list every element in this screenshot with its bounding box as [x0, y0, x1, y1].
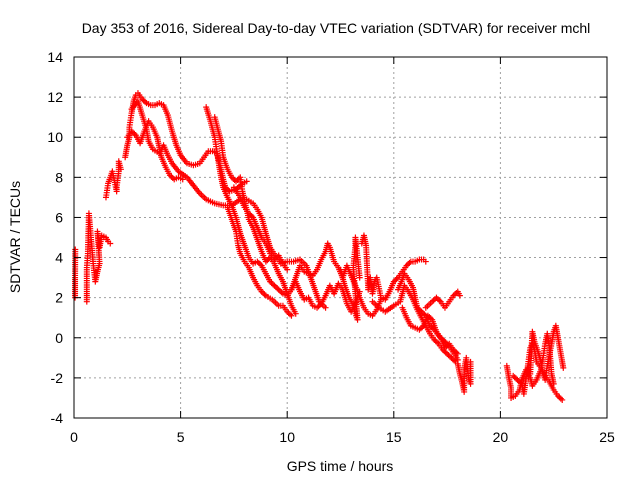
y-tick-label: -4	[51, 410, 64, 426]
data-points	[72, 90, 567, 403]
data-point	[467, 358, 474, 365]
data-point	[356, 274, 363, 281]
data-point	[454, 350, 461, 357]
data-point	[559, 396, 566, 403]
y-tick-label: 14	[47, 49, 63, 65]
data-point	[72, 246, 79, 253]
x-tick-label: 0	[70, 429, 78, 445]
data-point	[560, 364, 567, 371]
data-point	[422, 258, 429, 265]
data-point	[107, 240, 114, 247]
axes	[73, 56, 608, 419]
x-tick-label: 5	[177, 429, 185, 445]
y-tick-label: -2	[51, 370, 64, 386]
x-tick-label: 10	[279, 429, 295, 445]
data-point	[243, 178, 250, 185]
y-tick-label: 6	[55, 209, 63, 225]
x-tick-label: 15	[386, 429, 402, 445]
data-point	[292, 310, 299, 317]
data-point	[117, 166, 124, 173]
y-tick-label: 2	[55, 290, 63, 306]
data-point	[550, 380, 557, 387]
tick-labels: 0 5 10 15 20 25 -4 -2 0 2 4 6 8 10 12 14	[47, 49, 615, 445]
chart-title: Day 353 of 2016, Sidereal Day-to-day VTE…	[82, 20, 591, 36]
data-point	[322, 304, 329, 311]
y-tick-label: 10	[47, 129, 63, 145]
x-tick-label: 25	[599, 429, 615, 445]
grid	[74, 57, 607, 418]
y-tick-label: 0	[55, 330, 63, 346]
x-tick-label: 20	[493, 429, 509, 445]
data-point	[288, 312, 295, 319]
y-tick-label: 8	[55, 169, 63, 185]
y-axis-label: SDTVAR / TECUs	[7, 181, 23, 293]
y-tick-label: 4	[55, 250, 63, 266]
plot-frame	[73, 56, 608, 419]
data-point	[284, 266, 291, 273]
data-point	[179, 176, 186, 183]
data-point	[456, 292, 463, 299]
x-axis-label: GPS time / hours	[287, 458, 394, 474]
y-tick-label: 12	[47, 89, 63, 105]
